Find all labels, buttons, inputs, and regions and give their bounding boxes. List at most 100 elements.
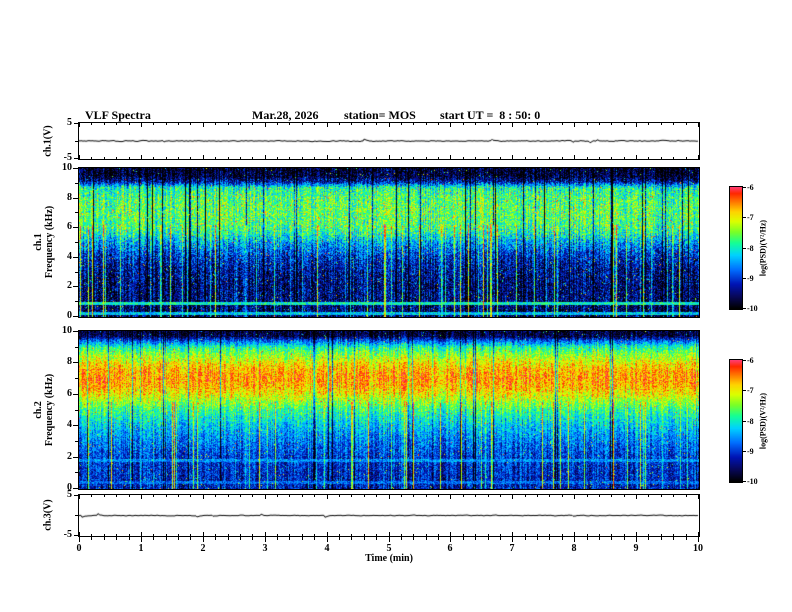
y-axis-tick	[75, 272, 78, 273]
x-axis-tick	[686, 537, 687, 540]
y-axis-tick-label: 4	[67, 251, 72, 262]
tick-mark	[166, 534, 167, 536]
tick-mark	[351, 157, 352, 159]
x-axis-tick	[79, 537, 80, 542]
y-axis-tick	[73, 168, 78, 169]
tick-mark	[512, 495, 513, 499]
tick-mark	[624, 495, 625, 497]
tick-mark	[314, 534, 315, 536]
tick-mark	[376, 157, 377, 159]
tick-mark	[525, 495, 526, 497]
y-axis-tick	[73, 316, 78, 317]
tick-mark	[104, 495, 105, 497]
x-axis-tick	[327, 537, 328, 542]
colorbar-tick	[743, 248, 746, 249]
y-axis-tick-label: 5	[67, 489, 72, 500]
spec2-channel-label: ch.2	[33, 401, 44, 419]
y-axis-tick-label: 10	[62, 325, 72, 336]
ch1-spectrogram-canvas	[79, 168, 699, 317]
tick-mark	[116, 157, 117, 159]
x-axis-tick	[364, 537, 365, 540]
tick-mark	[364, 495, 365, 497]
tick-mark	[228, 534, 229, 536]
colorbar-tick-label: -7	[747, 213, 754, 222]
tick-mark	[488, 157, 489, 159]
colorbar-tick	[743, 308, 746, 309]
tick-mark	[475, 495, 476, 497]
tick-mark	[129, 534, 130, 536]
x-axis-tick	[389, 537, 390, 542]
tick-mark	[438, 157, 439, 159]
x-axis-tick-label: 4	[324, 543, 330, 554]
tick-mark	[673, 123, 674, 125]
panel-ch1-spectrogram	[78, 167, 700, 318]
tick-mark	[611, 123, 612, 125]
tick-mark	[166, 157, 167, 159]
tick-mark	[463, 534, 464, 536]
y-axis-tick	[75, 183, 78, 184]
tick-mark	[228, 157, 229, 159]
x-axis-tick	[129, 537, 130, 540]
tick-mark	[190, 534, 191, 536]
x-axis-tick-label: 10	[693, 543, 703, 554]
tick-mark	[289, 157, 290, 159]
tick-mark	[91, 495, 92, 497]
tick-mark	[339, 534, 340, 536]
panel-ch3-voltage	[78, 494, 700, 537]
tick-mark	[351, 534, 352, 536]
ch3-voltage-axis-label: ch.3(V)	[42, 499, 54, 531]
tick-mark	[104, 157, 105, 159]
start-ut-label: start UT = 8 : 50: 0	[440, 108, 541, 122]
x-axis-tick	[463, 537, 464, 540]
tick-mark	[574, 155, 575, 159]
tick-mark	[91, 157, 92, 159]
tick-mark	[686, 534, 687, 536]
ch3-voltage-waveform	[79, 495, 699, 536]
x-axis-tick	[401, 537, 402, 540]
y-axis-tick-label: 5	[67, 117, 72, 128]
tick-mark	[401, 534, 402, 536]
tick-mark	[327, 123, 328, 127]
tick-mark	[104, 534, 105, 536]
tick-mark	[314, 495, 315, 497]
colorbar-tick	[743, 187, 746, 188]
x-axis-tick-label: 9	[633, 543, 639, 554]
tick-mark	[562, 123, 563, 125]
tick-mark	[401, 157, 402, 159]
spec2-frequency-label: Frequency (kHz)	[44, 373, 55, 447]
x-axis-tick	[277, 537, 278, 540]
tick-mark	[488, 534, 489, 536]
tick-mark	[587, 495, 588, 497]
x-axis-tick	[587, 537, 588, 540]
tick-mark	[153, 157, 154, 159]
x-axis-tick	[228, 537, 229, 540]
x-axis-tick-label: 6	[447, 543, 453, 554]
x-axis-tick	[190, 537, 191, 540]
x-axis-tick	[512, 537, 513, 542]
x-axis-tick	[648, 537, 649, 540]
tick-mark	[450, 123, 451, 127]
colorbar-tick	[743, 360, 746, 361]
x-axis-tick	[215, 537, 216, 540]
station-label: station= MOS	[344, 108, 416, 122]
tick-mark	[91, 534, 92, 536]
tick-mark	[537, 157, 538, 159]
tick-mark	[190, 123, 191, 125]
tick-mark	[673, 157, 674, 159]
x-axis-tick	[636, 537, 637, 542]
y-axis-tick-label: 0	[67, 482, 72, 493]
tick-mark	[79, 532, 80, 536]
tick-mark	[240, 123, 241, 125]
x-axis-tick	[537, 537, 538, 540]
y-axis-tick-label: 6	[67, 388, 72, 399]
y-axis-tick	[74, 123, 78, 124]
tick-mark	[537, 123, 538, 125]
y-axis-tick	[75, 301, 78, 302]
tick-mark	[488, 495, 489, 497]
tick-mark	[599, 534, 600, 536]
tick-mark	[203, 495, 204, 499]
colorbar-tick-label: -9	[747, 274, 754, 283]
tick-mark	[116, 123, 117, 125]
y-axis-tick-label: 2	[67, 451, 72, 462]
